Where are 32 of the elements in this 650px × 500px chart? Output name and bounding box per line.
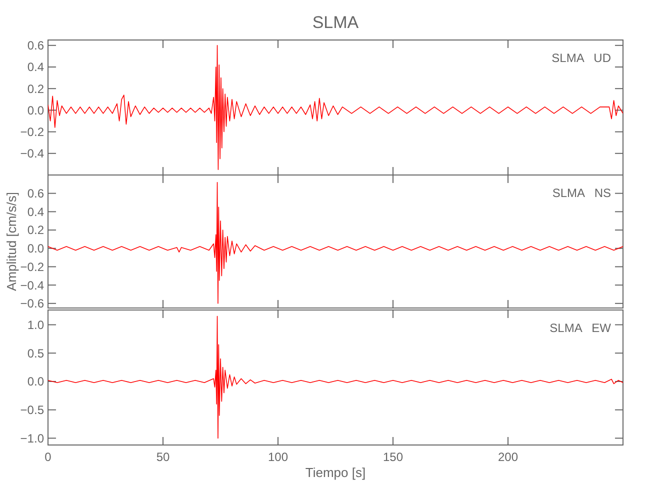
- y-tick-label: 0.0: [27, 242, 44, 256]
- y-tick-label: 1.0: [27, 318, 44, 332]
- y-tick-label: 0.0: [27, 374, 44, 389]
- y-tick-label: 0.5: [27, 346, 44, 360]
- x-tick-label: 100: [268, 450, 288, 464]
- y-tick-label: 0.0: [27, 103, 44, 118]
- y-axis-title: Amplitud [cm/s/s]: [4, 192, 19, 291]
- y-tick-label: −0.4: [20, 146, 44, 161]
- y-tick-label: 0.4: [27, 60, 44, 74]
- line-series: [48, 316, 623, 439]
- x-tick-label: 50: [156, 450, 170, 464]
- y-tick-label: −0.4: [20, 278, 44, 292]
- y-tick-label: −1.0: [20, 431, 44, 446]
- y-tick-label: 0.6: [27, 38, 44, 53]
- y-tick-label: 0.2: [27, 223, 44, 238]
- y-tick-label: −0.2: [20, 125, 44, 139]
- annotation: SLMA NS: [552, 186, 611, 200]
- chart-title: SLMA: [312, 13, 360, 32]
- y-tick-label: −0.6: [20, 296, 44, 311]
- y-tick-label: 0.2: [27, 82, 44, 96]
- line-series: [48, 182, 623, 304]
- x-axis-title: Tiempo [s]: [305, 465, 366, 480]
- x-tick-label: 200: [498, 450, 518, 464]
- y-tick-label: 0.4: [27, 204, 44, 219]
- line-series: [48, 45, 623, 170]
- annotation: SLMA EW: [550, 321, 612, 335]
- y-tick-label: 0.6: [27, 186, 44, 201]
- x-tick-label: 0: [44, 450, 52, 464]
- y-tick-label: −0.2: [20, 260, 44, 274]
- y-tick-label: −0.5: [20, 403, 44, 418]
- annotation: SLMA UD: [552, 51, 612, 65]
- x-tick-label: 150: [382, 450, 404, 464]
